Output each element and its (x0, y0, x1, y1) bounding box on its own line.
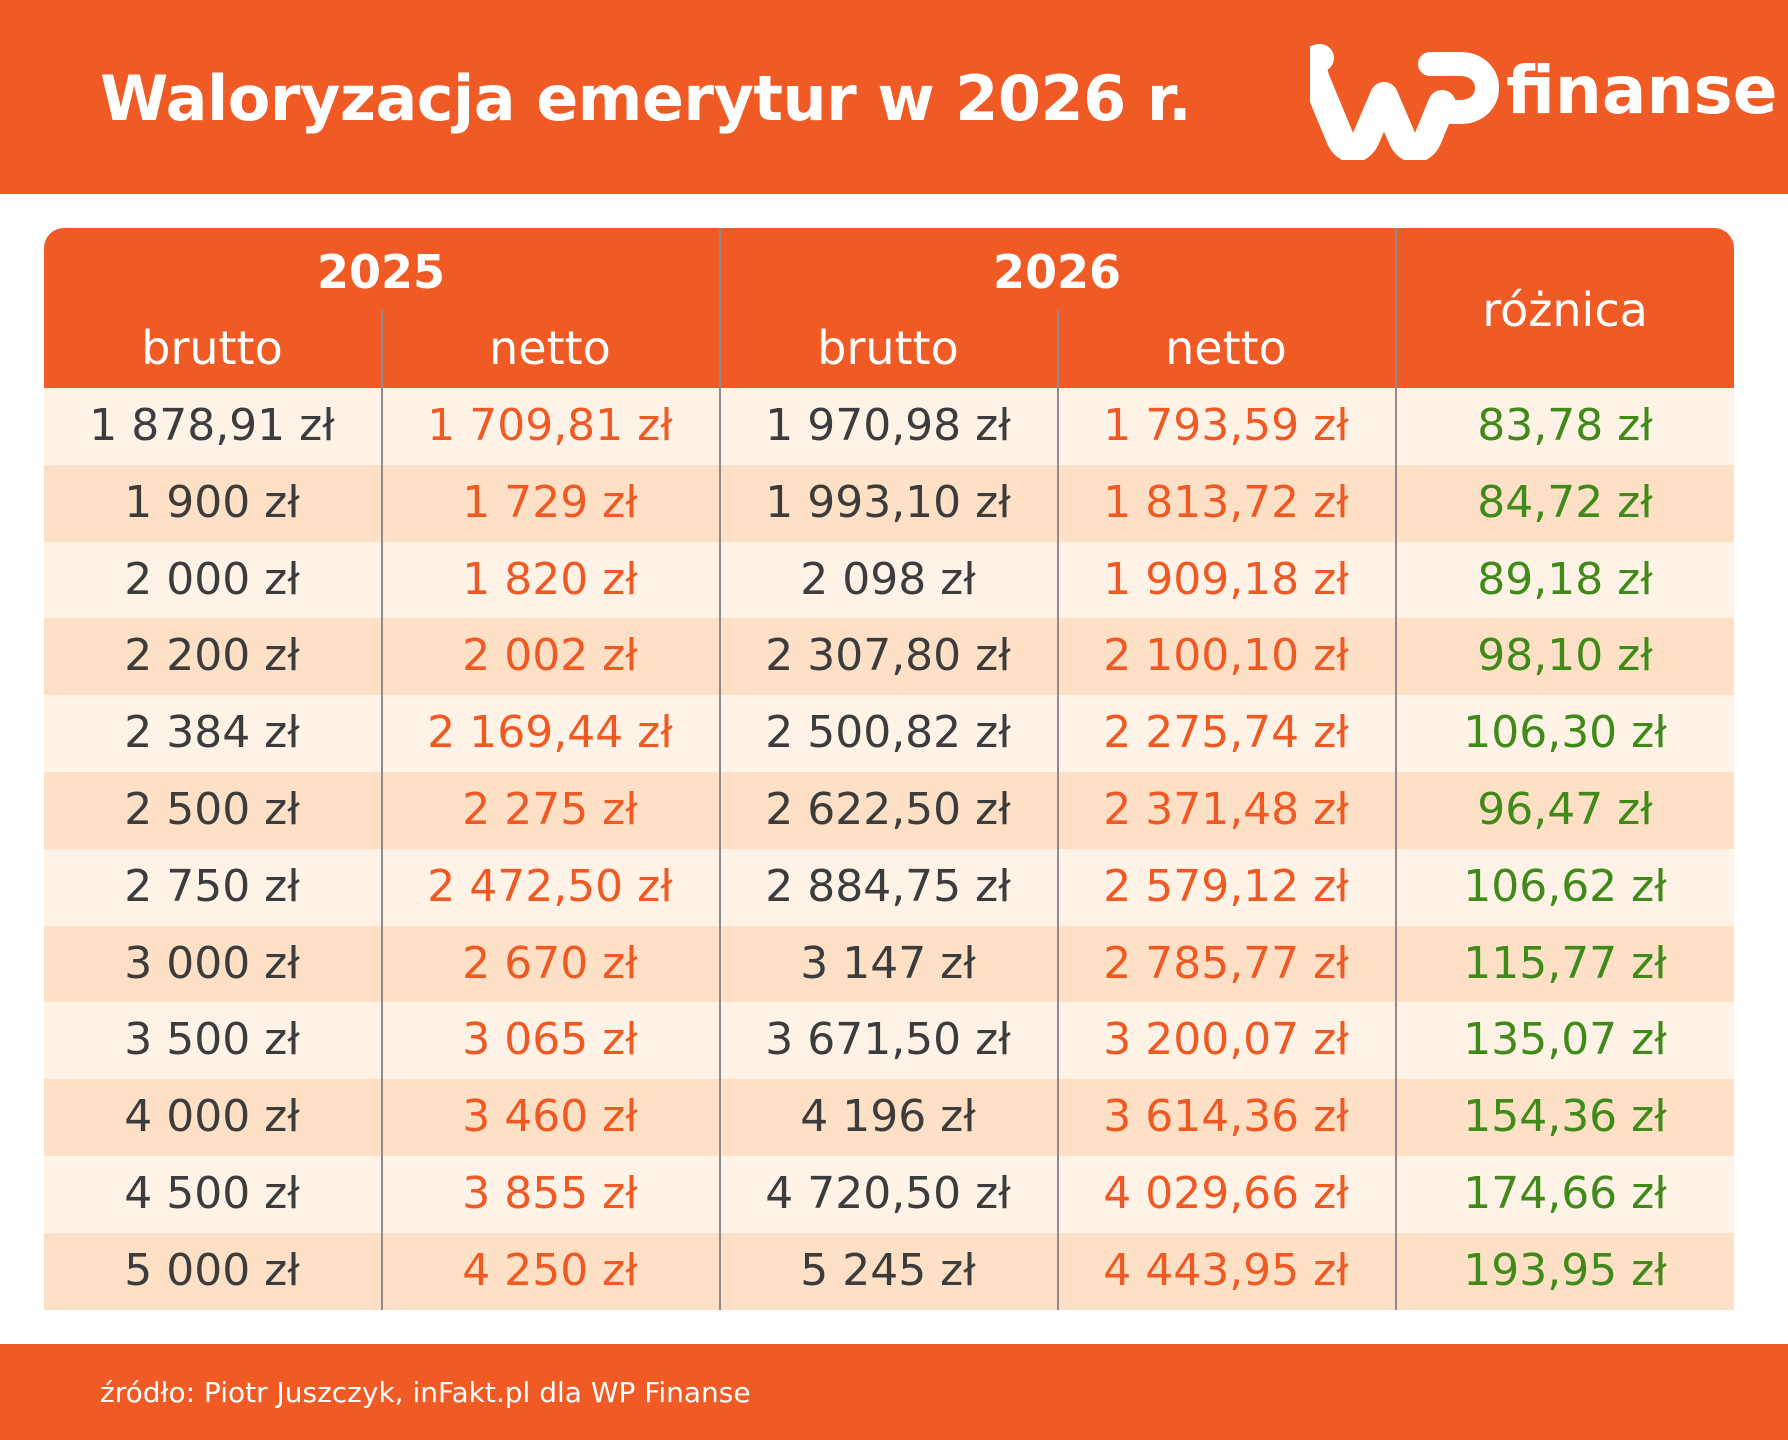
cell-2026-netto: 2 785,77 zł (1103, 937, 1349, 989)
header-roznica: różnica (1482, 283, 1648, 337)
column-divider (1057, 310, 1059, 1310)
table-row: 2 500 zł 2 275 zł 2 622,50 zł 2 371,48 zł 96… (44, 772, 1734, 849)
header-2026-brutto: brutto (817, 321, 959, 375)
cell-2025-netto: 1 709,81 zł (427, 400, 673, 451)
column-divider (719, 228, 721, 1310)
cell-2025-netto: 2 002 zł (462, 630, 638, 682)
table-row: 3 000 zł 2 670 zł 3 147 zł 2 785,77 zł 115,7… (44, 925, 1734, 1003)
table-row: 2 750 zł 2 472,50 zł 2 884,75 zł 2 579,12 z… (44, 848, 1734, 926)
cell-2026-brutto: 5 245 zł (800, 1244, 976, 1296)
cell-2026-brutto: 3 147 zł (800, 937, 976, 989)
table-row: 1 878,91 zł 1 709,81 zł 1 970,98 zł 1 793,5… (44, 388, 1734, 465)
cell-roznica: 154,36 zł (1463, 1091, 1667, 1143)
table-body: 1 878,91 zł 1 709,81 zł 1 970,98 zł 1 793,5… (44, 388, 1734, 1310)
page-title: Waloryzacja emerytur w 2026 r. (100, 62, 1192, 135)
cell-2025-netto: 1 820 zł (462, 553, 638, 605)
table-row: 4 000 zł 3 460 zł 4 196 zł 3 614,36 zł 154,3… (44, 1079, 1734, 1156)
cell-roznica: 174,66 zł (1463, 1168, 1667, 1219)
table-row: 5 000 zł 4 250 zł 5 245 zł 4 443,95 zł 193,9… (44, 1232, 1734, 1310)
table-row: 3 500 zł 3 065 zł 3 671,50 zł 3 200,07 zł 13… (44, 1002, 1734, 1080)
cell-2026-brutto: 2 622,50 zł (765, 784, 1011, 835)
cell-2026-brutto: 2 307,80 zł (765, 630, 1011, 682)
cell-2025-brutto: 2 384 zł (124, 707, 300, 759)
cell-roznica: 193,95 zł (1463, 1244, 1667, 1296)
cell-roznica: 89,18 zł (1477, 553, 1653, 605)
cell-2025-brutto: 2 750 zł (124, 860, 300, 912)
cell-2026-brutto: 4 720,50 zł (765, 1168, 1011, 1219)
table-header: 2025 2026 brutto netto brutto netto różn… (44, 228, 1734, 388)
table-row: 2 384 zł 2 169,44 zł 2 500,82 zł 2 275,74 z… (44, 695, 1734, 772)
cell-roznica: 115,77 zł (1463, 937, 1667, 989)
cell-2026-netto: 2 275,74 zł (1103, 707, 1349, 759)
cell-2026-brutto: 1 970,98 zł (765, 400, 1011, 451)
header-year-2025: 2025 (316, 245, 446, 299)
cell-2025-netto: 3 855 zł (462, 1168, 638, 1219)
cell-2026-netto: 1 813,72 zł (1103, 476, 1349, 528)
column-divider (381, 310, 383, 1310)
table-row: 4 500 zł 3 855 zł 4 720,50 zł 4 029,66 zł 17… (44, 1156, 1734, 1233)
cell-2025-brutto: 1 900 zł (124, 476, 300, 528)
cell-2025-netto: 2 472,50 zł (427, 860, 673, 912)
cell-2026-brutto: 2 500,82 zł (765, 707, 1011, 759)
cell-2026-netto: 1 909,18 zł (1103, 553, 1349, 605)
cell-2025-netto: 2 169,44 zł (427, 707, 673, 759)
cell-2026-brutto: 4 196 zł (800, 1091, 976, 1143)
cell-2026-brutto: 3 671,50 zł (765, 1014, 1011, 1066)
header-2025-netto: netto (489, 321, 611, 375)
cell-2025-netto: 3 460 zł (462, 1091, 638, 1143)
cell-roznica: 135,07 zł (1463, 1014, 1667, 1066)
table-row: 1 900 zł 1 729 zł 1 993,10 zł 1 813,72 zł 84… (44, 464, 1734, 542)
cell-2025-brutto: 3 500 zł (124, 1014, 300, 1066)
table-row: 2 000 zł 1 820 zł 2 098 zł 1 909,18 zł 89,18… (44, 541, 1734, 619)
cell-2026-netto: 2 371,48 zł (1103, 784, 1349, 835)
source-note: źródło: Piotr Juszczyk, inFakt.pl dla WP… (100, 1376, 751, 1409)
cell-2025-brutto: 4 500 zł (124, 1168, 300, 1219)
header-2026-netto: netto (1165, 321, 1287, 375)
cell-2025-brutto: 2 000 zł (124, 553, 300, 605)
cell-roznica: 98,10 zł (1477, 630, 1653, 682)
cell-2026-netto: 4 443,95 zł (1103, 1244, 1349, 1296)
wp-logo-icon (1299, 44, 1499, 163)
cell-roznica: 106,30 zł (1463, 707, 1667, 759)
cell-2026-netto: 3 614,36 zł (1103, 1091, 1349, 1143)
cell-roznica: 83,78 zł (1477, 400, 1653, 451)
table-row: 2 200 zł 2 002 zł 2 307,80 zł 2 100,10 zł 98… (44, 618, 1734, 696)
footer-banner: źródło: Piotr Juszczyk, inFakt.pl dla WP… (0, 1344, 1788, 1440)
cell-2025-brutto: 1 878,91 zł (89, 400, 335, 451)
header-year-2026: 2026 (992, 245, 1122, 299)
cell-2026-netto: 1 793,59 zł (1103, 400, 1349, 451)
cell-2026-netto: 4 029,66 zł (1103, 1168, 1349, 1219)
cell-2025-netto: 4 250 zł (462, 1244, 638, 1296)
cell-2025-netto: 1 729 zł (462, 476, 638, 528)
cell-2025-netto: 3 065 zł (462, 1014, 638, 1066)
cell-2026-netto: 3 200,07 zł (1103, 1014, 1349, 1066)
cell-2026-brutto: 2 884,75 zł (765, 860, 1011, 912)
cell-2025-brutto: 4 000 zł (124, 1091, 300, 1143)
cell-2025-netto: 2 275 zł (462, 784, 638, 835)
cell-2025-brutto: 5 000 zł (124, 1244, 300, 1296)
column-divider (1395, 228, 1397, 1310)
cell-roznica: 96,47 zł (1477, 784, 1653, 835)
header-2025-brutto: brutto (141, 321, 283, 375)
cell-2026-brutto: 1 993,10 zł (765, 476, 1011, 528)
cell-roznica: 106,62 zł (1463, 860, 1667, 912)
header-banner: Waloryzacja emerytur w 2026 r. finanse (0, 0, 1788, 194)
logo-text: finanse (1506, 52, 1778, 129)
cell-2025-netto: 2 670 zł (462, 937, 638, 989)
cell-2025-brutto: 3 000 zł (124, 937, 300, 989)
cell-2026-brutto: 2 098 zł (800, 553, 976, 605)
cell-roznica: 84,72 zł (1477, 476, 1653, 528)
cell-2025-brutto: 2 500 zł (124, 784, 300, 835)
cell-2025-brutto: 2 200 zł (124, 630, 300, 682)
cell-2026-netto: 2 100,10 zł (1103, 630, 1349, 682)
cell-2026-netto: 2 579,12 zł (1103, 860, 1349, 912)
wp-finanse-logo: finanse (1299, 40, 1777, 163)
pension-table: 2025 2026 brutto netto brutto netto różn… (44, 228, 1734, 1310)
